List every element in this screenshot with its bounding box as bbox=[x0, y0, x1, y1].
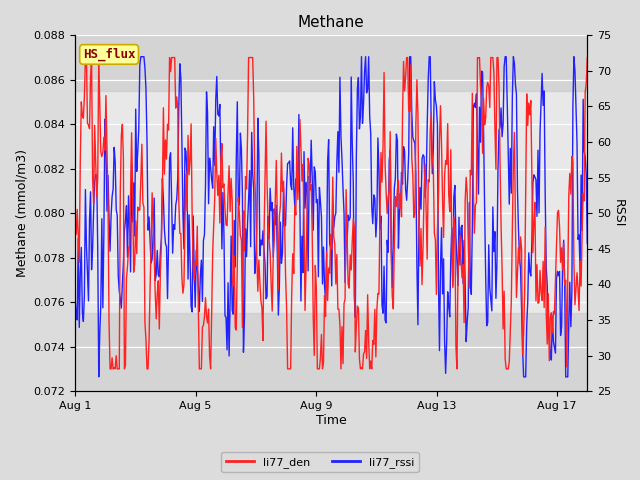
Y-axis label: RSSI: RSSI bbox=[612, 199, 625, 228]
Title: Methane: Methane bbox=[298, 15, 365, 30]
X-axis label: Time: Time bbox=[316, 414, 347, 427]
Text: HS_flux: HS_flux bbox=[83, 48, 135, 61]
Legend: li77_den, li77_rssi: li77_den, li77_rssi bbox=[221, 452, 419, 472]
Y-axis label: Methane (mmol/m3): Methane (mmol/m3) bbox=[15, 149, 28, 277]
Bar bbox=[75, 313, 588, 391]
Bar bbox=[75, 36, 588, 91]
